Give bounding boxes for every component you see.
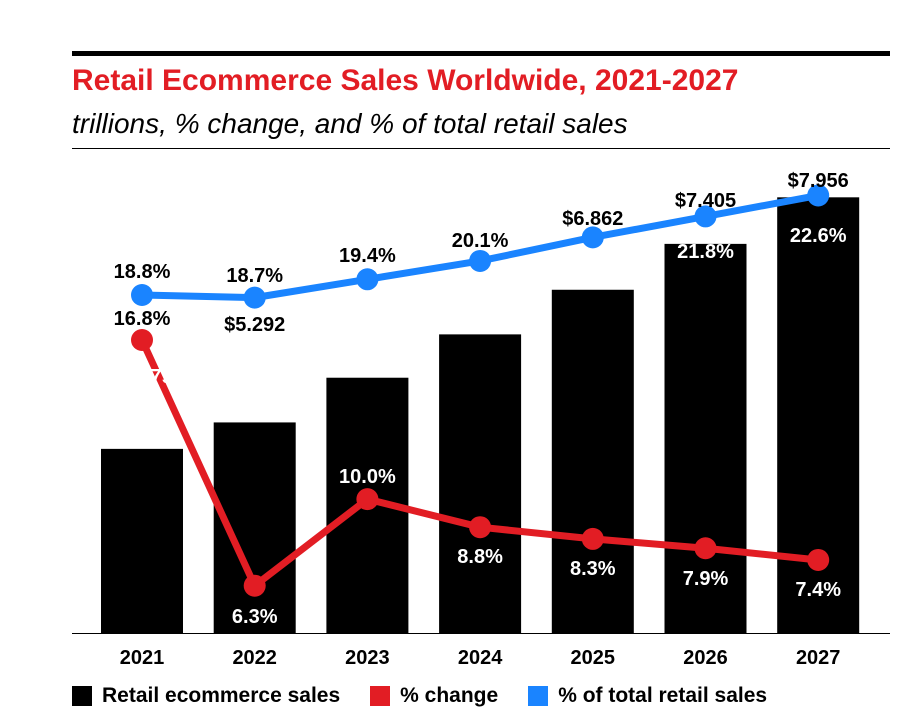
share-point-2026 [694,205,717,228]
bars-layer [101,197,860,633]
legend-label-share: % of total retail sales [558,684,768,707]
chart-title: Retail Ecommerce Sales Worldwide, 2021-2… [72,64,739,97]
legend-label-sales: Retail ecommerce sales [102,684,341,707]
change-point-2024 [469,516,492,539]
top-rule [72,51,890,56]
lines-layer [131,184,830,597]
bar-2025 [551,289,634,633]
chart-subtitle: trillions, % change, and % of total reta… [72,108,628,139]
bar-value-label-2021: $4.979 [111,366,172,388]
legend-swatch-share [528,686,549,706]
share-point-2027 [807,184,830,207]
x-tick-label-2023: 2023 [345,647,390,669]
bar-2024 [439,334,522,633]
legend-item-change: % change [370,684,498,708]
change-value-label-2022: 6.3% [232,606,278,628]
legend-item-sales: Retail ecommerce sales [72,684,340,708]
change-value-label-2027: 7.4% [795,579,841,601]
legend-item-share: % of total retail sales [528,684,767,708]
share-value-label-2026: 21.8% [677,241,734,263]
change-point-2026 [694,537,717,560]
change-point-2027 [807,548,830,571]
share-value-label-2022: 18.7% [226,265,283,287]
x-tick-label-2022: 2022 [232,647,277,669]
bar-2021 [101,448,183,633]
x-tick-label-2025: 2025 [571,647,616,669]
chart-legend: Retail ecommerce sales % change % of tot… [72,684,797,708]
legend-label-change: % change [400,684,499,707]
x-tick-label-2026: 2026 [683,647,728,669]
bar-value-label-2026: $7.405 [675,190,736,212]
change-value-label-2023: 10.0% [339,466,396,488]
change-value-label-2025: 8.3% [570,558,616,580]
share-value-label-2025: 21.0% [564,259,621,281]
share-value-label-2024: 20.1% [452,230,509,252]
bar-value-label-2024: $6.334 [450,288,512,310]
change-value-label-2026: 7.9% [683,568,729,590]
share-value-label-2021: 18.8% [114,261,171,283]
change-point-2023 [356,488,379,511]
x-tick-label-2024: 2024 [458,647,503,669]
change-point-2021 [131,329,153,351]
share-point-2021 [131,284,153,306]
bar-value-label-2023: $5.821 [337,317,398,339]
bar-value-label-2025: $6.862 [562,208,623,230]
share-value-label-2027: 22.6% [790,225,847,247]
share-value-label-2023: 19.4% [339,245,396,267]
change-point-2025 [581,527,604,550]
subtitle-rule [72,148,890,149]
change-point-2022 [243,574,266,597]
change-value-label-2024: 8.8% [457,546,503,568]
share-point-2023 [356,268,379,291]
bar-value-label-2027: $7.956 [788,170,849,192]
share-point-2024 [469,249,492,272]
share-point-2025 [581,226,604,249]
legend-swatch-sales [72,686,92,706]
labels-layer: 2021 2022 2023 2024 2025 2026 2027 $4.979 $5.292… [111,170,848,669]
bar-value-label-2022: $5.292 [224,314,285,336]
share-point-2022 [243,286,266,309]
x-tick-label-2021: 2021 [120,647,165,669]
change-value-label-2021: 16.8% [114,308,171,330]
x-tick-label-2027: 2027 [796,647,841,669]
bar-2026 [664,243,747,633]
legend-swatch-change [370,686,391,706]
